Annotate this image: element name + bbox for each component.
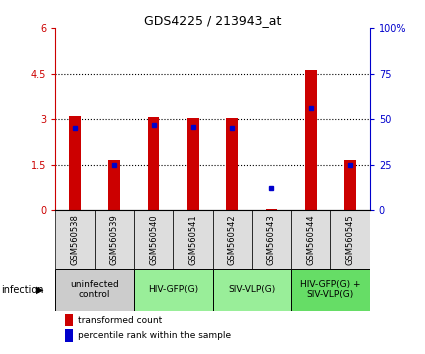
Text: transformed count: transformed count (78, 316, 162, 325)
FancyBboxPatch shape (94, 210, 134, 269)
Text: GSM560543: GSM560543 (267, 214, 276, 265)
Bar (266, 209, 278, 210)
Text: GSM560545: GSM560545 (346, 214, 354, 265)
Bar (226, 118, 238, 210)
Bar (147, 117, 159, 210)
Text: HIV-GFP(G): HIV-GFP(G) (148, 285, 198, 294)
FancyBboxPatch shape (55, 210, 94, 269)
FancyBboxPatch shape (173, 210, 212, 269)
Text: GSM560544: GSM560544 (306, 214, 315, 265)
Bar (108, 160, 120, 210)
FancyBboxPatch shape (291, 210, 331, 269)
Text: infection: infection (1, 285, 43, 295)
FancyBboxPatch shape (134, 269, 212, 311)
FancyBboxPatch shape (252, 210, 291, 269)
Text: GSM560538: GSM560538 (71, 214, 79, 265)
Text: GSM560541: GSM560541 (188, 214, 197, 265)
Text: GSM560539: GSM560539 (110, 214, 119, 265)
Text: uninfected
control: uninfected control (70, 280, 119, 299)
Text: ▶: ▶ (36, 285, 44, 295)
Bar (344, 160, 356, 210)
FancyBboxPatch shape (134, 210, 173, 269)
Bar (305, 70, 317, 210)
FancyBboxPatch shape (331, 210, 370, 269)
Text: GSM560542: GSM560542 (228, 214, 237, 265)
Bar (65, 314, 73, 326)
Text: SIV-VLP(G): SIV-VLP(G) (228, 285, 275, 294)
FancyBboxPatch shape (212, 269, 291, 311)
Bar (65, 330, 73, 342)
Text: GSM560540: GSM560540 (149, 214, 158, 265)
FancyBboxPatch shape (212, 210, 252, 269)
Bar (69, 116, 81, 210)
Text: percentile rank within the sample: percentile rank within the sample (78, 331, 231, 340)
Text: HIV-GFP(G) +
SIV-VLP(G): HIV-GFP(G) + SIV-VLP(G) (300, 280, 361, 299)
Title: GDS4225 / 213943_at: GDS4225 / 213943_at (144, 14, 281, 27)
Bar (187, 118, 199, 210)
FancyBboxPatch shape (55, 269, 134, 311)
FancyBboxPatch shape (291, 269, 370, 311)
